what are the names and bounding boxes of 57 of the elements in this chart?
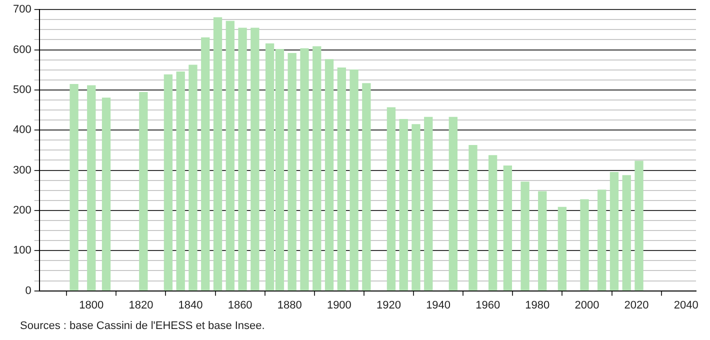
bar xyxy=(362,83,371,291)
y-tick-label: 100 xyxy=(12,244,32,257)
bar xyxy=(139,92,148,291)
bar xyxy=(386,107,396,291)
x-tick-label: 1840 xyxy=(178,299,203,312)
bar xyxy=(164,74,173,291)
bar xyxy=(412,124,420,291)
y-tick-label: 700 xyxy=(12,4,32,16)
bar xyxy=(538,191,547,291)
x-tick-label: 2040 xyxy=(674,299,698,312)
bar xyxy=(622,175,631,291)
x-tick-label: 1980 xyxy=(525,299,550,312)
bar xyxy=(468,145,478,291)
bar xyxy=(87,85,96,291)
x-tick-label: 1820 xyxy=(128,299,154,312)
y-tick-label: 0 xyxy=(25,284,32,297)
x-tick-label: 1800 xyxy=(79,299,104,312)
bar xyxy=(424,116,433,291)
bar xyxy=(70,84,78,291)
bar xyxy=(448,116,458,291)
bar xyxy=(337,68,346,291)
x-tick-label: 1900 xyxy=(326,299,352,312)
bar xyxy=(288,53,296,291)
bar xyxy=(201,37,210,291)
bar xyxy=(238,28,247,291)
y-tick-label: 200 xyxy=(12,204,32,216)
bar xyxy=(300,48,309,291)
bar xyxy=(324,59,334,291)
bar xyxy=(634,160,644,291)
bar xyxy=(488,155,498,291)
x-tick-label: 1920 xyxy=(376,299,401,312)
bar xyxy=(520,182,530,291)
source-note: Sources : base Cassini de l'EHESS et base Insee. xyxy=(20,320,265,332)
bar xyxy=(610,172,619,291)
y-tick-label: 600 xyxy=(12,44,32,56)
bar xyxy=(350,70,358,291)
x-tick-label: 1880 xyxy=(277,299,302,312)
bar xyxy=(312,46,322,291)
bar xyxy=(176,72,185,291)
bar xyxy=(558,206,567,291)
bar xyxy=(226,20,234,291)
bar xyxy=(598,190,606,291)
bar xyxy=(580,199,589,291)
bar xyxy=(399,118,408,291)
x-tick-label: 1940 xyxy=(426,299,451,312)
bar xyxy=(503,166,512,291)
x-tick-label: 1960 xyxy=(476,299,500,312)
bar xyxy=(213,17,222,291)
bar xyxy=(102,98,111,291)
x-tick-label: 2000 xyxy=(574,299,600,312)
x-tick-label: 1860 xyxy=(228,299,252,312)
y-tick-label: 300 xyxy=(12,164,32,176)
bar xyxy=(250,28,260,291)
y-tick-label: 500 xyxy=(12,84,32,96)
bar xyxy=(188,64,198,291)
x-tick-label: 2020 xyxy=(624,299,649,312)
y-tick-label: 400 xyxy=(12,124,32,136)
